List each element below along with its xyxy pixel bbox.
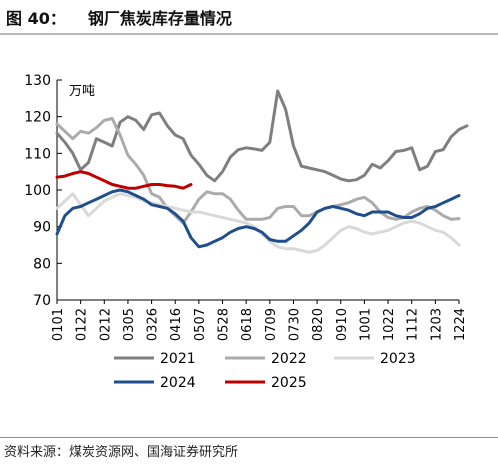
y-tick-label: 100: [24, 183, 51, 199]
coke-inventory-line-chart: 70 80 90 100 110 120 130 万吨 0101 0122 0212 0305 0326…: [24, 73, 469, 391]
figure-title: 钢厂焦炭库存量情况: [87, 9, 232, 28]
top-divider: [0, 33, 498, 35]
x-tick-label: 1112: [406, 308, 421, 341]
legend-label-2021: 2021: [160, 351, 196, 367]
x-tick-label: 0212: [98, 308, 113, 341]
y-tick-label: 130: [24, 73, 51, 89]
series-line-2024: [55, 188, 461, 249]
figure-label: 图 40：: [6, 9, 66, 28]
source-note: 资料来源：煤炭资源网、国海证券研究所: [4, 445, 239, 460]
x-tick-label: 1022: [382, 308, 397, 341]
x-tick-label: 1001: [358, 308, 373, 341]
legend-label-2023: 2023: [380, 351, 416, 367]
series-line-2021: [55, 89, 469, 183]
series-line-2025: [55, 170, 193, 190]
y-tick-label: 110: [24, 146, 51, 162]
y-tick-label: 70: [33, 293, 51, 309]
y-tick-label: 90: [33, 220, 51, 236]
legend-label-2022: 2022: [271, 351, 307, 367]
x-tick-label: 0618: [240, 308, 255, 341]
x-tick-label: 0820: [311, 308, 326, 341]
y-tick-label: 80: [33, 256, 51, 272]
x-tick-label: 0305: [122, 308, 137, 341]
x-tick-label: 0416: [169, 308, 184, 341]
x-tick-label: 1224: [453, 308, 468, 341]
figure-header: 图 40： 钢厂焦炭库存量情况: [6, 4, 232, 30]
x-tick-label: 0507: [193, 308, 208, 341]
series-line-2022: [55, 117, 461, 225]
legend-label-2025: 2025: [271, 375, 307, 391]
series-line-2023: [55, 192, 461, 254]
x-tick-label: 0122: [75, 308, 90, 341]
x-tick-label: 0910: [335, 308, 350, 341]
x-tick-label: 0528: [217, 308, 232, 341]
x-tick-label: 0326: [146, 308, 161, 341]
y-tick-label: 120: [24, 110, 51, 126]
unit-label: 万吨: [69, 84, 95, 99]
x-tick-label: 0101: [51, 308, 66, 341]
bottom-divider: [0, 437, 498, 438]
legend-label-2024: 2024: [160, 375, 196, 391]
x-tick-label: 0730: [287, 308, 302, 341]
x-tick-label: 1203: [429, 308, 444, 341]
x-tick-label: 0709: [264, 308, 279, 341]
